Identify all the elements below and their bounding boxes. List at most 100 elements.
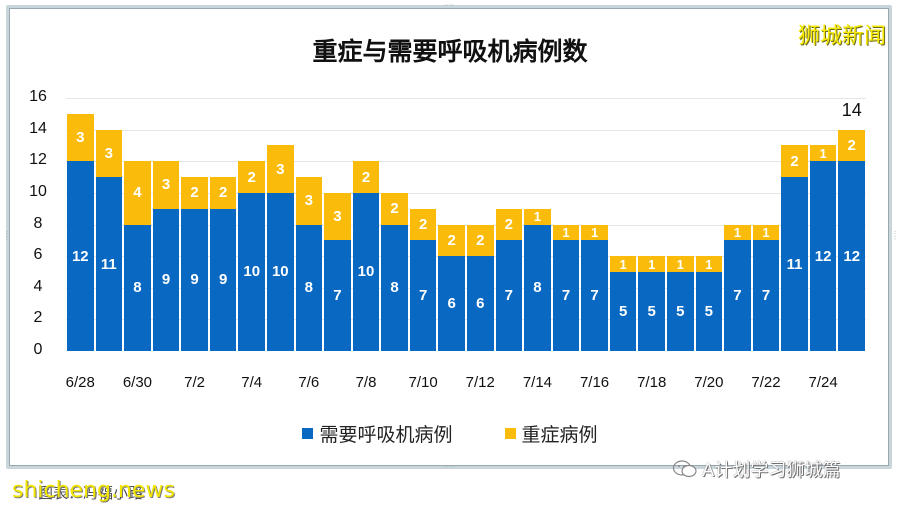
x-tick-label: 7/4 (241, 374, 263, 391)
gridline (66, 319, 866, 321)
bar-segment-severe: 3 (152, 161, 180, 209)
bar-segment-severe: 1 (809, 145, 837, 162)
bar-7-25[interactable]: 12 2 (838, 129, 865, 351)
resize-handle-bottom[interactable]: ···· (444, 462, 455, 471)
value-label: 3 (304, 192, 314, 210)
value-label: 7 (733, 287, 742, 305)
bar-7-23[interactable]: 11 2 (781, 145, 808, 351)
wechat-account-name: A计划学习狮城篇 (702, 460, 841, 481)
x-tick-label: 7/2 (184, 374, 205, 391)
value-label: 10 (243, 263, 261, 281)
value-label: 12 (814, 247, 832, 265)
value-label: 1 (762, 224, 770, 240)
bar-segment-ventilator: 8 (524, 224, 551, 351)
bar-segment-ventilator: 7 (581, 240, 608, 351)
value-label: 12 (71, 247, 89, 265)
value-label: 7 (418, 287, 428, 305)
legend-label: 重症病例 (521, 424, 598, 446)
value-label: 3 (76, 129, 85, 147)
gridline (66, 129, 866, 131)
bar-segment-severe: 1 (667, 256, 694, 272)
bar-segment-severe: 3 (67, 113, 94, 162)
legend-item-ventilator[interactable]: 需要呼吸机病例 (302, 420, 453, 447)
y-tick-label: 8 (33, 214, 43, 232)
bar-segment-severe: 1 (752, 224, 780, 241)
y-tick-label: 0 (33, 341, 43, 358)
bar-segment-severe: 1 (524, 208, 551, 225)
bar-segment-ventilator: 7 (552, 240, 580, 351)
bar-segment-severe: 2 (209, 177, 237, 209)
wechat-watermark: A计划学习狮城篇 (672, 456, 840, 482)
bar-segment-severe: 4 (124, 161, 151, 225)
total-annotation: 14 (841, 99, 862, 120)
value-label: 1 (705, 256, 713, 272)
bar-7-8[interactable]: 10 2 (352, 161, 380, 351)
legend-item-severe[interactable]: 重症病例 (504, 420, 598, 447)
x-tick-label: 7/18 (637, 374, 667, 391)
bar-segment-ventilator: 9 (209, 208, 237, 351)
value-label: 11 (100, 255, 117, 273)
bar-segment-severe: 3 (267, 145, 294, 193)
bar-7-4[interactable]: 10 2 (238, 161, 265, 351)
bar-segment-ventilator: 5 (695, 271, 723, 351)
bar-segment-ventilator: 9 (152, 208, 180, 351)
bar-segment-ventilator: 5 (638, 271, 665, 351)
brand-watermark: 狮城新闻 (797, 24, 886, 49)
bar-segment-severe: 2 (381, 192, 408, 225)
bar-segment-ventilator: 7 (324, 240, 351, 351)
bar-segment-severe: 1 (552, 224, 580, 241)
bar-segment-severe: 2 (495, 208, 523, 241)
value-label: 2 (790, 152, 799, 170)
value-label: 9 (161, 271, 171, 289)
y-tick-label: 2 (33, 309, 43, 327)
bar-segment-ventilator: 11 (781, 177, 808, 351)
bar-6-28[interactable]: 12 3 (67, 113, 94, 351)
x-tick-label: 6/28 (65, 374, 95, 391)
bar-segment-ventilator: 5 (667, 271, 694, 351)
x-tick-label: 7/14 (522, 374, 553, 391)
resize-handle-right[interactable]: ···· (890, 230, 899, 241)
value-label: 1 (733, 224, 742, 240)
value-label: 10 (357, 263, 375, 281)
resize-handle-top[interactable]: ···· (444, 1, 455, 10)
bar-6-29[interactable]: 11 3 (95, 129, 123, 351)
y-tick-label: 10 (29, 182, 47, 200)
plot-area: 12 3 11 3 8 4 9 3 9 2 9 2 10 2 10 3 8 3 7 3 10 2 8 2 7 2 6 2 6 2 7 2 8 1 7… (66, 98, 866, 351)
legend-swatch-blue (302, 428, 314, 439)
value-label: 3 (276, 160, 285, 178)
bar-7-24[interactable]: 12 1 (809, 145, 837, 351)
value-label: 12 (843, 247, 861, 265)
bar-7-5[interactable]: 10 3 (267, 145, 294, 351)
bar-segment-severe: 1 (724, 224, 751, 241)
site-watermark: shicheng.news (12, 478, 175, 503)
bar-segment-ventilator: 5 (609, 271, 637, 351)
value-label: 6 (447, 295, 456, 313)
y-tick-label: 12 (29, 151, 47, 169)
bar-segment-ventilator: 12 (67, 161, 94, 351)
value-label: 2 (190, 184, 199, 202)
bar-segment-severe: 1 (638, 256, 665, 272)
value-label: 5 (618, 302, 628, 320)
bar-segment-ventilator: 12 (838, 161, 865, 351)
resize-handle-left[interactable]: ···· (2, 230, 11, 241)
